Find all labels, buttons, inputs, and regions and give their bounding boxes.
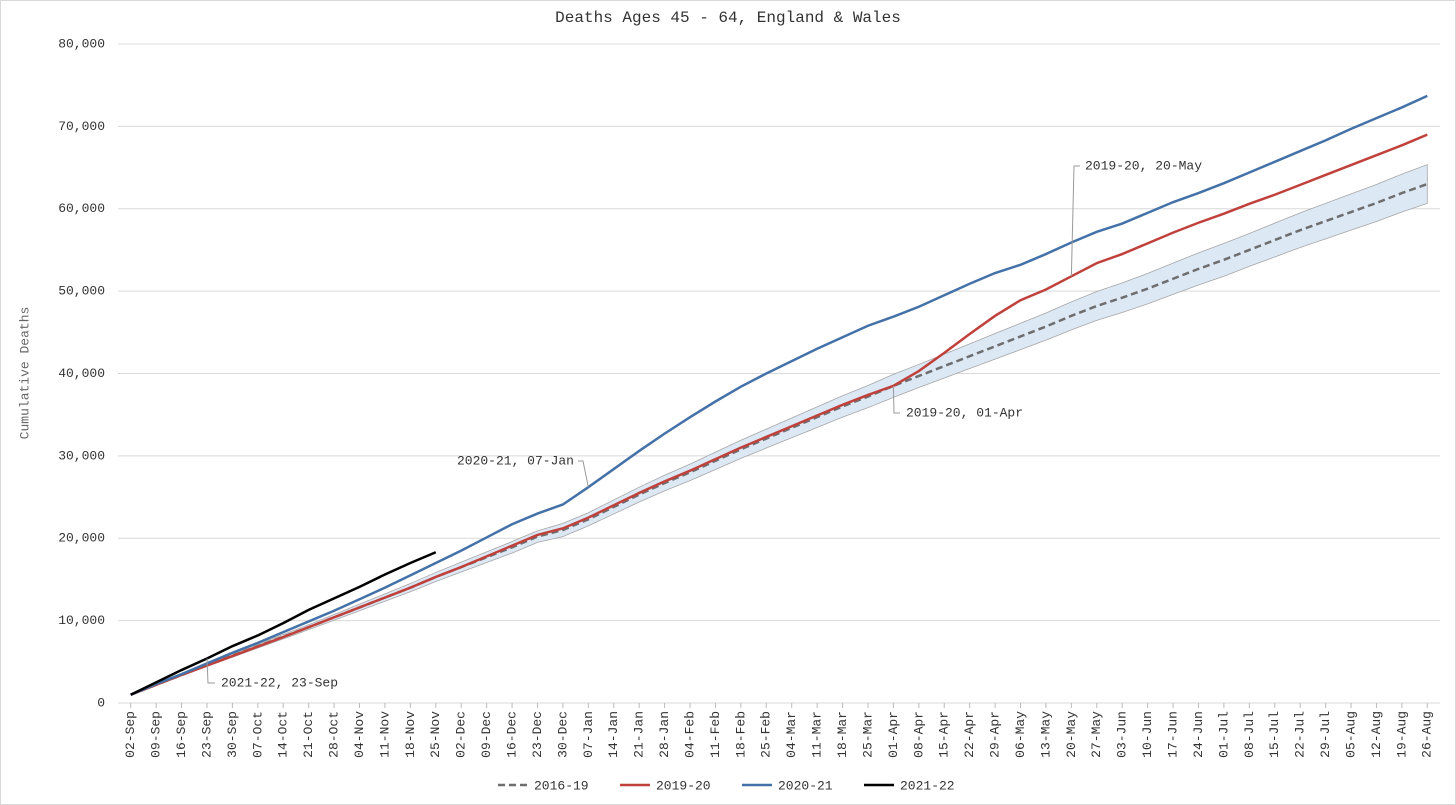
x-tick-label: 14-Jan bbox=[606, 711, 621, 758]
x-tick-label: 12-Aug bbox=[1369, 711, 1384, 758]
x-tick-label: 22-Jul bbox=[1293, 711, 1308, 758]
x-tick-label: 20-May bbox=[1064, 711, 1079, 758]
annotation: 2019-20, 01-Apr bbox=[906, 405, 1023, 420]
x-tick-label: 29-Jul bbox=[1318, 711, 1333, 758]
x-tick-label: 08-Apr bbox=[911, 711, 926, 758]
annotation-leader bbox=[206, 658, 215, 684]
y-tick-label: 20,000 bbox=[58, 531, 105, 546]
x-tick-label: 03-Jun bbox=[1115, 711, 1130, 758]
x-tick-label: 10-Jun bbox=[1140, 711, 1155, 758]
annotation-leader bbox=[1070, 165, 1080, 277]
x-tick-label: 09-Sep bbox=[149, 711, 164, 758]
x-tick-label: 29-Apr bbox=[988, 711, 1003, 758]
x-tick-label: 17-Jun bbox=[1165, 711, 1180, 758]
series-line bbox=[130, 133, 1428, 696]
y-tick-label: 10,000 bbox=[58, 613, 105, 628]
x-tick-label: 01-Apr bbox=[886, 711, 901, 758]
y-axis-title: Cumulative Deaths bbox=[17, 307, 32, 440]
annotation: 2021-22, 23-Sep bbox=[221, 675, 338, 690]
range-band bbox=[130, 164, 1428, 696]
x-tick-label: 02-Sep bbox=[123, 711, 138, 758]
x-tick-label: 28-Oct bbox=[327, 711, 342, 758]
x-tick-label: 21-Oct bbox=[301, 711, 316, 758]
x-tick-label: 18-Nov bbox=[403, 711, 418, 758]
x-tick-label: 25-Nov bbox=[428, 711, 443, 758]
x-tick-label: 09-Dec bbox=[479, 711, 494, 758]
x-tick-label: 04-Mar bbox=[784, 711, 799, 758]
x-tick-label: 25-Feb bbox=[759, 711, 774, 758]
y-tick-label: 60,000 bbox=[58, 201, 105, 216]
x-tick-label: 15-Apr bbox=[937, 711, 952, 758]
x-tick-label: 23-Dec bbox=[530, 711, 545, 758]
x-tick-label: 02-Dec bbox=[454, 711, 469, 758]
x-tick-label: 27-May bbox=[1089, 711, 1104, 758]
x-tick-label: 04-Nov bbox=[352, 711, 367, 758]
x-tick-label: 26-Aug bbox=[1420, 711, 1435, 758]
legend-label: 2020-21 bbox=[778, 778, 833, 793]
x-tick-label: 11-Nov bbox=[377, 711, 392, 758]
x-tick-label: 11-Mar bbox=[810, 711, 825, 758]
x-tick-label: 30-Sep bbox=[225, 711, 240, 758]
x-tick-label: 07-Jan bbox=[581, 711, 596, 758]
x-tick-label: 06-May bbox=[1013, 711, 1028, 758]
y-tick-label: 30,000 bbox=[58, 448, 105, 463]
legend-label: 2021-22 bbox=[900, 778, 955, 793]
x-tick-label: 16-Sep bbox=[174, 711, 189, 758]
x-tick-label: 24-Jun bbox=[1191, 711, 1206, 758]
x-tick-label: 08-Jul bbox=[1242, 711, 1257, 758]
y-tick-label: 50,000 bbox=[58, 284, 105, 299]
annotation-leader bbox=[892, 385, 900, 414]
series-line bbox=[130, 94, 1428, 696]
y-tick-label: 40,000 bbox=[58, 366, 105, 381]
legend-label: 2019-20 bbox=[656, 778, 711, 793]
x-tick-label: 21-Jan bbox=[632, 711, 647, 758]
x-tick-label: 30-Dec bbox=[555, 711, 570, 758]
x-tick-label: 14-Oct bbox=[276, 711, 291, 758]
annotation: 2020-21, 07-Jan bbox=[457, 453, 574, 468]
y-tick-label: 0 bbox=[97, 695, 105, 710]
series-line bbox=[130, 551, 437, 696]
x-tick-label: 05-Aug bbox=[1343, 711, 1358, 758]
x-tick-label: 11-Feb bbox=[708, 711, 723, 758]
legend-label: 2016-19 bbox=[534, 778, 589, 793]
x-tick-label: 23-Sep bbox=[199, 711, 214, 758]
x-tick-label: 15-Jul bbox=[1267, 711, 1282, 758]
chart-title: Deaths Ages 45 - 64, England & Wales bbox=[555, 9, 901, 27]
x-tick-label: 18-Feb bbox=[733, 711, 748, 758]
x-tick-label: 16-Dec bbox=[504, 711, 519, 758]
annotation: 2019-20, 20-May bbox=[1085, 158, 1202, 173]
x-tick-label: 13-May bbox=[1038, 711, 1053, 758]
x-tick-label: 22-Apr bbox=[962, 711, 977, 758]
x-tick-label: 07-Oct bbox=[250, 711, 265, 758]
annotation-leader bbox=[578, 460, 589, 488]
y-tick-label: 70,000 bbox=[58, 119, 105, 134]
x-tick-label: 01-Jul bbox=[1216, 711, 1231, 758]
y-tick-label: 80,000 bbox=[58, 36, 105, 51]
x-tick-label: 28-Jan bbox=[657, 711, 672, 758]
x-tick-label: 19-Aug bbox=[1394, 711, 1409, 758]
x-tick-label: 25-Mar bbox=[860, 711, 875, 758]
x-tick-label: 18-Mar bbox=[835, 711, 850, 758]
x-tick-label: 04-Feb bbox=[682, 711, 697, 758]
